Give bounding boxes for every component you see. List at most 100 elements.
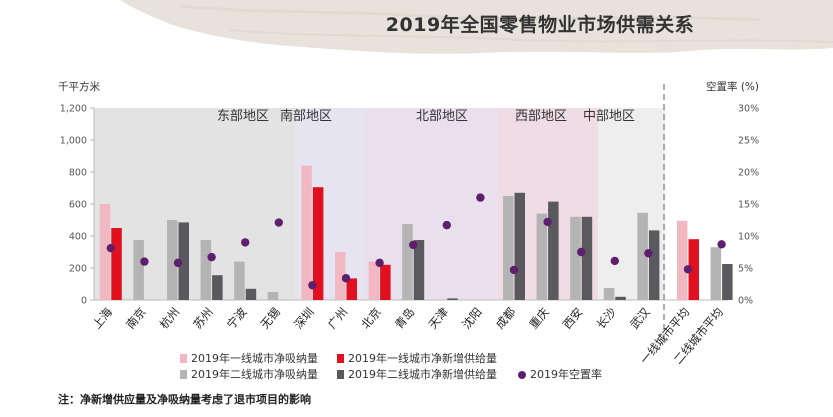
region-label-4: 中部地区 xyxy=(583,109,635,124)
bar-s3-13 xyxy=(548,201,559,300)
vacancy-dot-16 xyxy=(644,249,653,258)
bar-s0-6 xyxy=(301,165,312,300)
x-tick-label-4: 宁波 xyxy=(224,305,250,332)
vacancy-dot-4 xyxy=(241,238,250,247)
legend-label-tier1-supply: 2019年一线城市净新增供给量 xyxy=(348,352,497,365)
y-tick-label-left-5: 1,000 xyxy=(60,136,87,147)
vacancy-dot-9 xyxy=(409,240,418,250)
bar-s2-9 xyxy=(402,224,413,300)
bar-s1-0 xyxy=(111,228,122,300)
bar-s2-2 xyxy=(167,220,178,300)
legend-item-tier2-absorption: 2019年二线城市净吸纳量 xyxy=(180,366,318,382)
bar-s2-12 xyxy=(503,196,514,300)
x-tick-label-0: 上海 xyxy=(90,305,116,332)
y-tick-label-right-2: 10% xyxy=(738,232,759,243)
legend-label-tier2-supply: 2019年二线城市净新增供给量 xyxy=(348,368,497,381)
vacancy-dot-5 xyxy=(274,218,283,227)
legend-swatch-tier1-absorption xyxy=(180,354,187,363)
bar-s0-7 xyxy=(335,252,346,300)
legend-item-tier2-supply: 2019年二线城市净新增供给量 xyxy=(337,366,497,382)
x-tick-label-15: 长沙 xyxy=(594,305,620,332)
bar-s2-15 xyxy=(603,288,615,300)
legend-dot-vacancy xyxy=(518,371,526,379)
vacancy-dot-8 xyxy=(375,258,384,268)
vacancy-dot-12 xyxy=(509,265,519,275)
region-bg-0 xyxy=(94,108,296,300)
y-tick-label-right-3: 15% xyxy=(738,200,759,211)
y-tick-label-right-5: 25% xyxy=(738,136,759,147)
region-label-1: 南部地区 xyxy=(280,108,332,124)
bar-s0-8 xyxy=(368,261,380,300)
x-tick-label-13: 重庆 xyxy=(526,305,552,332)
x-tick-label-6: 深圳 xyxy=(291,305,317,332)
bar-s0-0 xyxy=(99,204,111,300)
chart-bars xyxy=(99,165,733,300)
bar-s1-6 xyxy=(312,187,324,300)
x-tick-label-16: 武汉 xyxy=(627,305,653,332)
x-tick-label-3: 苏州 xyxy=(190,305,216,332)
bar-s2-16 xyxy=(637,212,648,300)
x-tick-label-10: 天津 xyxy=(426,305,452,332)
y-tick-label-left-1: 200 xyxy=(69,264,87,275)
vacancy-dot-0 xyxy=(106,243,116,253)
x-tick-label-5: 无锡 xyxy=(258,305,284,332)
bar-s3-15 xyxy=(615,296,626,300)
vacancy-dot-10 xyxy=(442,220,451,230)
bar-s3-16 xyxy=(648,230,660,300)
y-tick-label-right-0: 0% xyxy=(738,296,753,307)
region-label-0: 东部地区 xyxy=(217,109,269,124)
legend-item-tier1-absorption: 2019年一线城市净吸纳量 xyxy=(180,350,318,366)
vacancy-dots xyxy=(106,193,726,290)
legend-item-tier1-supply: 2019年一线城市净新增供给量 xyxy=(337,350,497,366)
bar-s2-4 xyxy=(234,261,245,300)
bar-s2-1 xyxy=(133,240,144,300)
bar-s3-12 xyxy=(514,192,525,300)
y-tick-label-left-4: 800 xyxy=(69,168,87,179)
vacancy-dot-18 xyxy=(717,240,726,249)
vacancy-dot-17 xyxy=(683,265,693,274)
region-label-2: 北部地区 xyxy=(416,109,468,124)
x-tick-label-7: 广州 xyxy=(325,305,351,332)
vacancy-dot-1 xyxy=(140,257,149,266)
chart-title: 2019年全国零售物业市场供需关系 xyxy=(385,14,695,36)
vacancy-dot-7 xyxy=(341,274,351,283)
y-tick-label-left-0: 0 xyxy=(81,296,87,307)
x-tick-label-8: 北京 xyxy=(358,305,384,332)
bar-s0-17 xyxy=(677,220,688,300)
y-tick-label-left-6: 1,200 xyxy=(60,104,87,115)
y-tick-label-right-1: 5% xyxy=(738,264,753,275)
bar-s3-4 xyxy=(245,288,257,300)
y-axis-label-left: 千平方米 xyxy=(58,80,100,93)
legend-label-tier1-absorption: 2019年一线城市净吸纳量 xyxy=(191,352,318,365)
bar-s2-5 xyxy=(267,292,279,300)
bar-s1-17 xyxy=(688,239,699,300)
y-tick-label-left-2: 400 xyxy=(69,232,87,243)
vacancy-dot-2 xyxy=(173,258,183,268)
x-tick-label-9: 青岛 xyxy=(392,305,418,332)
legend-swatch-tier1-supply xyxy=(337,354,344,363)
bar-s2-13 xyxy=(536,213,548,300)
x-tick-label-2: 杭州 xyxy=(157,305,183,332)
x-tick-label-12: 成都 xyxy=(493,305,519,332)
legend-label-tier2-absorption: 2019年二线城市净吸纳量 xyxy=(191,368,318,381)
bar-s1-8 xyxy=(380,264,391,300)
vacancy-dot-6 xyxy=(308,281,317,290)
legend-swatch-tier2-absorption xyxy=(180,370,187,379)
vacancy-dot-11 xyxy=(476,193,485,202)
x-tick-label-14: 西安 xyxy=(560,305,586,332)
x-tick-label-11: 沈阳 xyxy=(459,305,485,332)
bar-s3-9 xyxy=(413,240,425,300)
bar-s3-3 xyxy=(212,275,223,300)
bar-s2-3 xyxy=(200,240,212,300)
x-tick-label-1: 南京 xyxy=(123,305,149,332)
vacancy-dot-3 xyxy=(207,252,216,262)
bar-s3-2 xyxy=(178,222,189,300)
bar-s1-7 xyxy=(346,278,357,300)
vacancy-dot-13 xyxy=(543,217,552,227)
bar-s3-14 xyxy=(581,216,593,300)
y-tick-label-right-4: 20% xyxy=(738,168,759,179)
legend-item-vacancy: 2019年空置率 xyxy=(518,366,602,382)
legend-label-vacancy: 2019年空置率 xyxy=(530,368,602,381)
vacancy-dot-15 xyxy=(610,256,619,266)
